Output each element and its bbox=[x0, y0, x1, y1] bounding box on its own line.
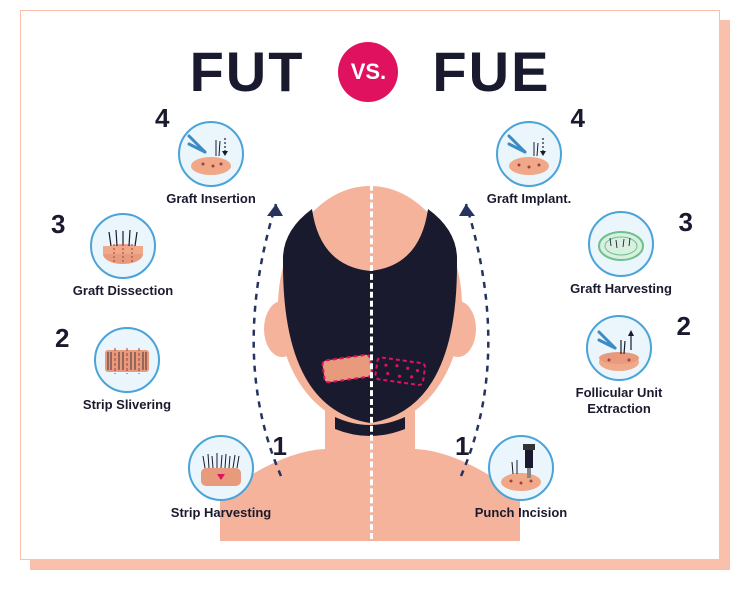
punch-incision-icon bbox=[488, 435, 554, 501]
fue-step-2-label: Follicular Unit Extraction bbox=[549, 385, 689, 416]
fue-step-2: 2 Follicular Unit Extraction bbox=[549, 315, 689, 416]
fue-step-4: 4 Graft Implant. bbox=[459, 121, 599, 207]
fut-step-1-num: 1 bbox=[273, 431, 287, 462]
fut-step-3: 3 Graft Dissection bbox=[53, 213, 193, 299]
fue-step-4-label: Graft Implant. bbox=[459, 191, 599, 207]
fue-step-3-label: Graft Harvesting bbox=[551, 281, 691, 297]
center-divider bbox=[370, 131, 373, 539]
graft-insertion-icon bbox=[178, 121, 244, 187]
vs-text: VS. bbox=[351, 59, 386, 85]
fue-step-3: 3 Graft Harvesting bbox=[551, 211, 691, 297]
fut-step-4-num: 4 bbox=[155, 103, 169, 134]
fut-step-3-num: 3 bbox=[51, 209, 65, 240]
fut-step-2-num: 2 bbox=[55, 323, 69, 354]
fut-step-1: 1 Strip Harvesting bbox=[151, 435, 291, 521]
fut-step-4-label: Graft Insertion bbox=[141, 191, 281, 207]
fut-step-3-label: Graft Dissection bbox=[53, 283, 193, 299]
infographic-content: FUT VS. FUE bbox=[21, 11, 719, 559]
fue-step-2-num: 2 bbox=[677, 311, 691, 342]
fue-step-3-num: 3 bbox=[679, 207, 693, 238]
graft-implant-icon bbox=[496, 121, 562, 187]
strip-slivering-icon bbox=[94, 327, 160, 393]
fue-step-1-num: 1 bbox=[455, 431, 469, 462]
vs-badge: VS. bbox=[338, 42, 398, 102]
title-right: FUE bbox=[432, 39, 550, 104]
fue-step-1: 1 Punch Incision bbox=[451, 435, 591, 521]
follicular-extraction-icon bbox=[586, 315, 652, 381]
graft-harvesting-icon bbox=[588, 211, 654, 277]
title-left: FUT bbox=[190, 39, 305, 104]
fut-step-2-label: Strip Slivering bbox=[57, 397, 197, 413]
title-row: FUT VS. FUE bbox=[21, 39, 719, 104]
strip-harvesting-icon bbox=[188, 435, 254, 501]
fue-step-4-num: 4 bbox=[571, 103, 585, 134]
panel: FUT VS. FUE bbox=[20, 10, 720, 560]
fut-step-2: 2 Strip Slivering bbox=[57, 327, 197, 413]
graft-dissection-icon bbox=[90, 213, 156, 279]
fut-step-4: 4 Graft Insertion bbox=[141, 121, 281, 207]
fue-step-1-label: Punch Incision bbox=[451, 505, 591, 521]
fut-step-1-label: Strip Harvesting bbox=[151, 505, 291, 521]
